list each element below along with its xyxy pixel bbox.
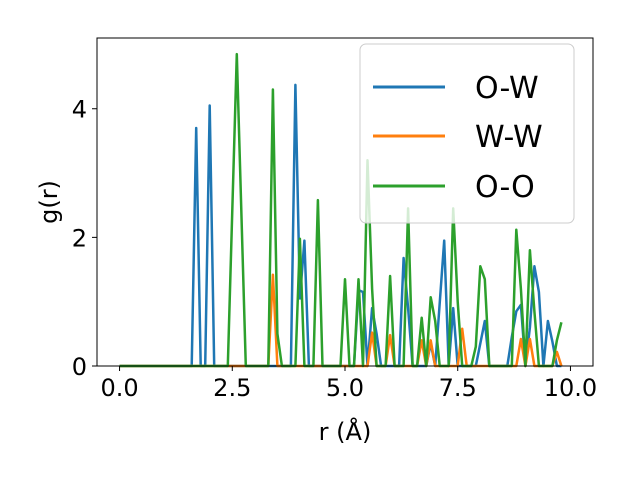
legend-label-o-w: O-W [475, 71, 539, 106]
axis-ticks: 0.0 2.5 5.0 7.5 10.0 0 2 4 [72, 96, 597, 402]
x-tick-label: 2.5 [213, 374, 251, 402]
legend-box [359, 43, 575, 224]
legend-label-w-w: W-W [475, 120, 543, 155]
legend: O-W W-W O-O [359, 43, 575, 224]
y-axis-label: g(r) [35, 180, 63, 224]
x-axis-label: r (Å) [319, 417, 372, 446]
x-tick-label: 5.0 [326, 374, 364, 402]
x-tick-label: 0.0 [100, 374, 138, 402]
series-line-o-o [119, 52, 563, 368]
x-tick-label: 7.5 [439, 374, 477, 402]
y-tick-label: 2 [72, 224, 87, 252]
x-tick-label: 10.0 [544, 374, 597, 402]
y-tick-label: 0 [72, 353, 87, 381]
series-line-w-w [119, 273, 563, 368]
y-tick-label: 4 [72, 96, 87, 124]
legend-label-o-o: O-O [475, 170, 535, 205]
